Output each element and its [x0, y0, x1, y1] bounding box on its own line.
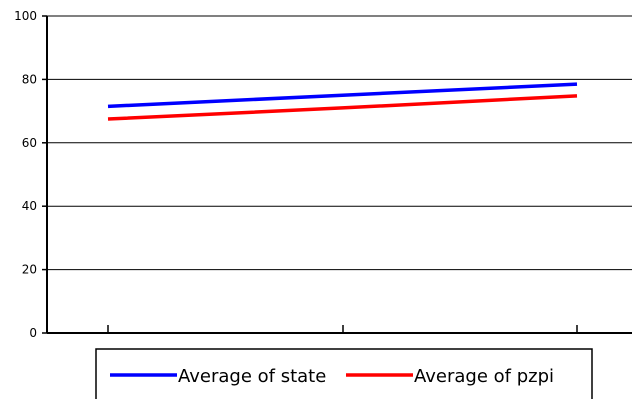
y-tick-label: 40 — [22, 199, 37, 213]
series-line-2 — [107, 94, 578, 121]
legend: Average of state Average of pzpi — [95, 348, 593, 403]
y-tick-label: 60 — [22, 136, 37, 150]
axes — [42, 15, 632, 334]
y-tick-label: 100 — [14, 9, 37, 23]
y-tick-label: 0 — [29, 326, 37, 340]
series-lines — [107, 82, 578, 121]
y-tick-label: 80 — [22, 72, 37, 86]
legend-label-2: Average of pzpi — [414, 366, 554, 387]
gridlines — [47, 15, 632, 271]
legend-label-1: Average of state — [178, 366, 326, 387]
legend-box — [95, 348, 593, 403]
series-line-1 — [107, 82, 578, 109]
y-tick-label: 20 — [22, 263, 37, 277]
y-tick-labels: 0 20 40 60 80 100 — [14, 9, 37, 340]
